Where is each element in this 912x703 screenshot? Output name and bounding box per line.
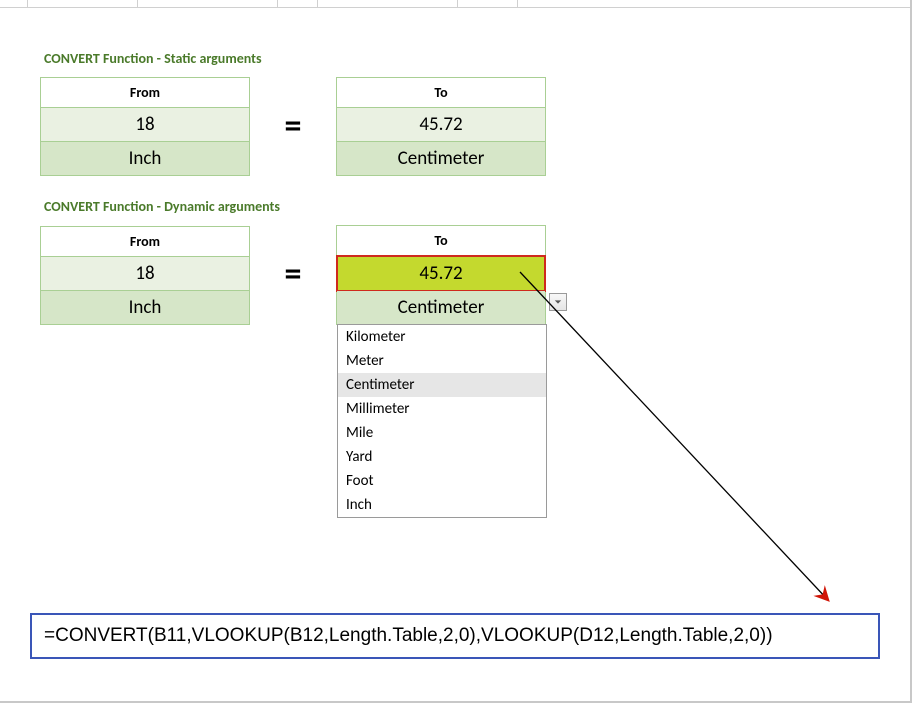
dropdown-option[interactable]: Centimeter — [338, 373, 546, 397]
dynamic-row: From 18 Inch = To 45.72 Centimeter Kilom… — [40, 225, 878, 325]
dropdown-option[interactable]: Yard — [338, 445, 546, 469]
dynamic-to-header: To — [337, 226, 545, 256]
equals-sign: = — [278, 258, 308, 292]
static-from-header: From — [41, 78, 249, 108]
static-from-box: From 18 Inch — [40, 77, 250, 176]
dropdown-option[interactable]: Millimeter — [338, 397, 546, 421]
static-to-box: To 45.72 Centimeter — [336, 77, 546, 176]
dynamic-from-box: From 18 Inch — [40, 226, 250, 325]
dropdown-button[interactable] — [549, 293, 567, 311]
dynamic-from-header: From — [41, 227, 249, 257]
dynamic-from-unit[interactable]: Inch — [41, 291, 249, 324]
dropdown-option[interactable]: Kilometer — [338, 325, 546, 349]
dropdown-option[interactable]: Mile — [338, 421, 546, 445]
spreadsheet-canvas: CONVERT Function - Static arguments From… — [0, 0, 912, 703]
dynamic-from-value[interactable]: 18 — [41, 257, 249, 291]
dynamic-to-unit[interactable]: Centimeter — [337, 291, 545, 324]
dropdown-option[interactable]: Inch — [338, 493, 546, 517]
dynamic-to-box: To 45.72 Centimeter KilometerMeterCentim… — [336, 225, 546, 325]
static-from-unit[interactable]: Inch — [41, 142, 249, 175]
static-to-value[interactable]: 45.72 — [337, 108, 545, 142]
equals-sign: = — [278, 110, 308, 144]
section-title-dynamic: CONVERT Function - Dynamic arguments — [44, 198, 878, 215]
dropdown-option[interactable]: Foot — [338, 469, 546, 493]
static-to-header: To — [337, 78, 545, 108]
section-title-static: CONVERT Function - Static arguments — [44, 50, 878, 67]
static-from-value[interactable]: 18 — [41, 108, 249, 142]
formula-bar[interactable]: =CONVERT(B11,VLOOKUP(B12,Length.Table,2,… — [30, 613, 880, 659]
dynamic-to-value[interactable]: 45.72 — [336, 255, 546, 292]
column-ruler — [0, 0, 910, 8]
static-row: From 18 Inch = To 45.72 Centimeter — [40, 77, 878, 176]
dropdown-list[interactable]: KilometerMeterCentimeterMillimeterMileYa… — [337, 324, 547, 518]
static-to-unit[interactable]: Centimeter — [337, 142, 545, 175]
dropdown-option[interactable]: Meter — [338, 349, 546, 373]
chevron-down-icon — [554, 298, 562, 306]
